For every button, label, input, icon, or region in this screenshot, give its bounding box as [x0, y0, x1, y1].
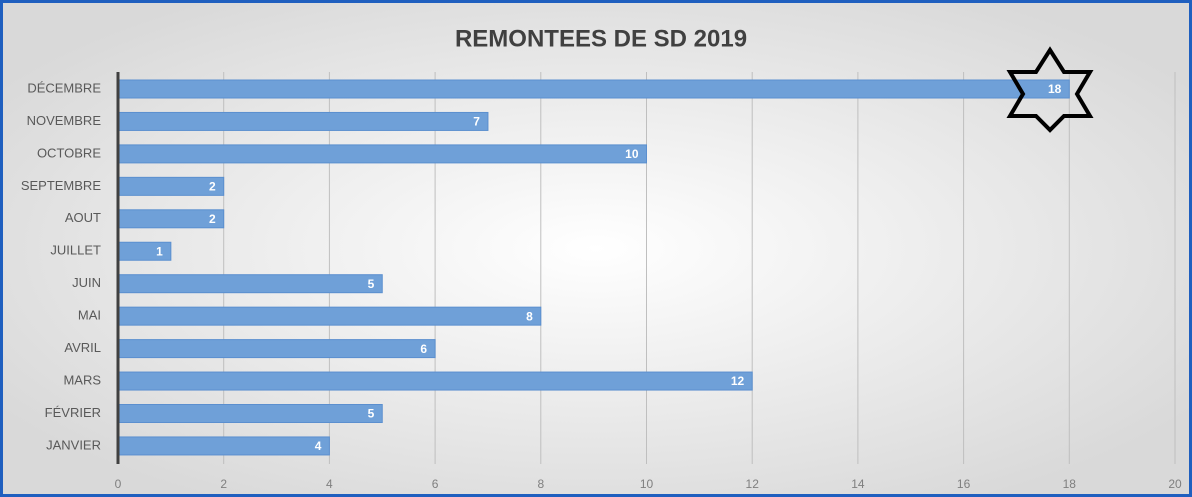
x-tick-label: 14	[851, 477, 865, 491]
star-annotation	[1006, 46, 1094, 133]
y-tick-label: AOUT	[65, 210, 101, 225]
y-tick-label: JUILLET	[50, 243, 101, 258]
value-label: 1	[156, 244, 163, 258]
x-tick-label: 2	[220, 477, 227, 491]
y-tick-label: OCTOBRE	[37, 145, 101, 160]
bar	[117, 436, 330, 456]
x-tick-label: 18	[1063, 477, 1077, 491]
y-tick-label: MAI	[78, 308, 101, 323]
bar	[117, 241, 172, 261]
bar	[117, 306, 542, 326]
value-label: 12	[731, 374, 745, 388]
value-label: 7	[473, 115, 480, 129]
bar	[117, 274, 383, 294]
value-label: 5	[368, 277, 375, 291]
value-label: 2	[209, 212, 216, 226]
bar	[117, 404, 383, 423]
bar	[117, 111, 489, 131]
bar	[117, 79, 1070, 99]
bar	[117, 339, 436, 359]
y-tick-label: AVRIL	[64, 340, 101, 355]
x-tick-label: 20	[1168, 477, 1182, 491]
y-tick-label: MARS	[63, 372, 101, 387]
x-tick-label: 10	[640, 477, 654, 491]
x-tick-label: 16	[957, 477, 971, 491]
x-tick-label: 8	[537, 477, 544, 491]
value-label: 18	[1048, 82, 1062, 96]
x-tick-label: 12	[746, 477, 760, 491]
x-tick-label: 4	[326, 477, 333, 491]
value-label: 2	[209, 180, 216, 194]
value-label: 10	[625, 147, 639, 161]
x-tick-label: 6	[432, 477, 439, 491]
bar	[117, 176, 225, 196]
y-tick-label: DÉCEMBRE	[27, 80, 101, 95]
bar	[117, 371, 753, 391]
y-tick-label: JANVIER	[46, 437, 101, 452]
y-tick-label: SEPTEMBRE	[21, 178, 102, 193]
value-label: 6	[420, 342, 427, 356]
value-label: 5	[368, 407, 375, 421]
y-tick-label: JUIN	[72, 275, 101, 290]
chart-title: REMONTEES DE SD 2019	[455, 25, 747, 52]
bar	[117, 209, 225, 229]
value-label: 8	[526, 309, 533, 323]
value-label: 4	[315, 439, 322, 453]
bar	[117, 144, 647, 164]
y-tick-label: NOVEMBRE	[27, 113, 102, 128]
x-tick-label: 0	[115, 477, 122, 491]
y-tick-label: FÉVRIER	[45, 405, 101, 420]
